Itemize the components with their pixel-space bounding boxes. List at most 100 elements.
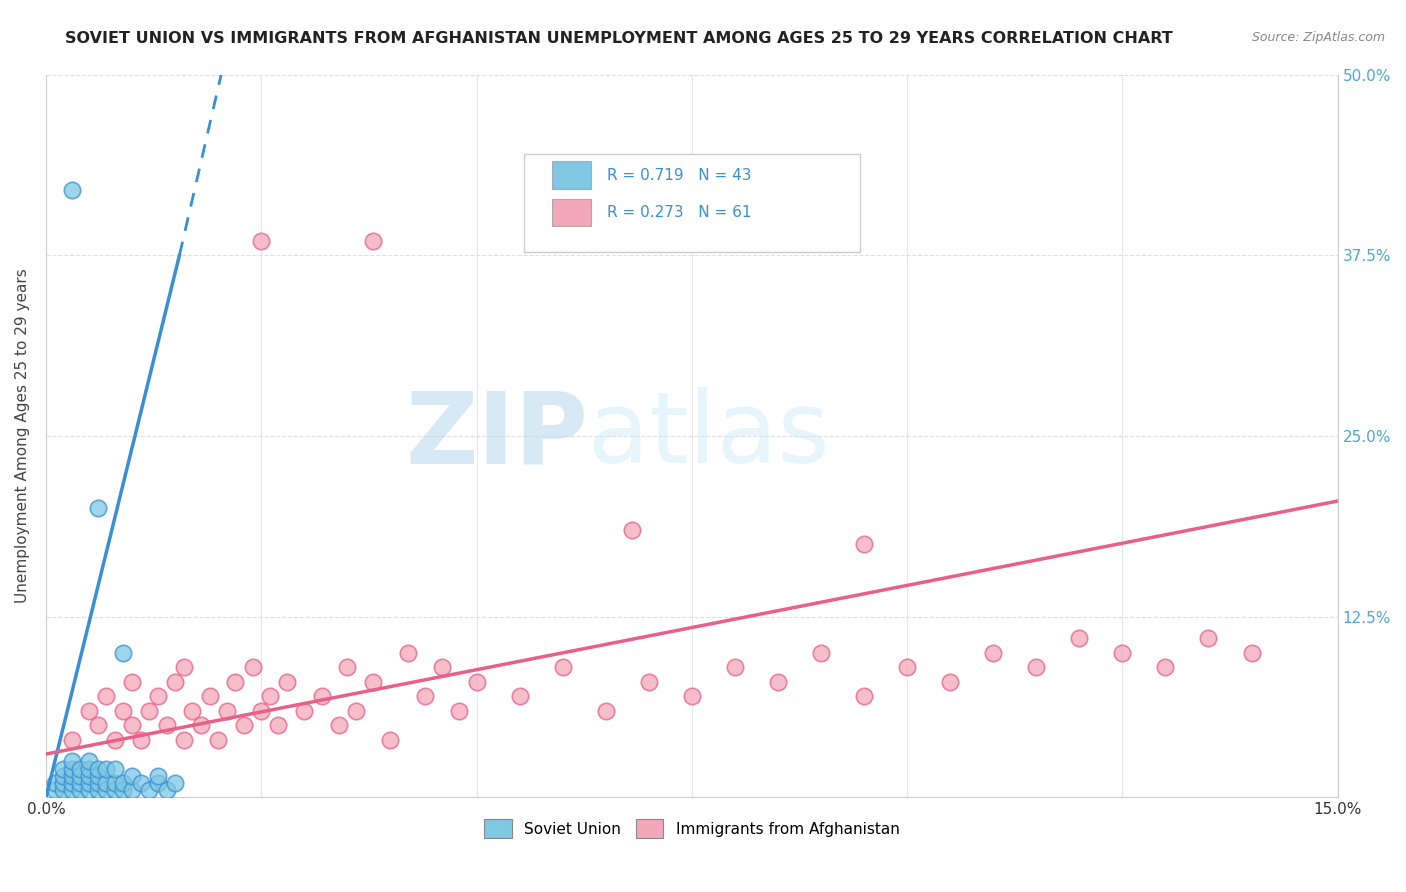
Point bbox=[146, 769, 169, 783]
Point bbox=[1198, 632, 1220, 646]
Point bbox=[173, 732, 195, 747]
Point bbox=[86, 769, 108, 783]
Point bbox=[724, 660, 747, 674]
Point bbox=[165, 674, 187, 689]
Point bbox=[77, 754, 100, 768]
Point bbox=[259, 690, 281, 704]
Text: ZIP: ZIP bbox=[405, 387, 589, 484]
Point bbox=[430, 660, 453, 674]
Point bbox=[250, 234, 273, 248]
Point bbox=[96, 783, 118, 797]
Point bbox=[104, 783, 127, 797]
Bar bbox=[553, 199, 591, 227]
Point bbox=[465, 674, 488, 689]
Point bbox=[121, 674, 143, 689]
Point bbox=[311, 690, 333, 704]
Point bbox=[44, 776, 66, 790]
Legend: Soviet Union, Immigrants from Afghanistan: Soviet Union, Immigrants from Afghanista… bbox=[478, 814, 905, 844]
Point bbox=[86, 783, 108, 797]
Point bbox=[52, 776, 75, 790]
Point bbox=[96, 762, 118, 776]
Point bbox=[112, 646, 135, 660]
Point bbox=[380, 732, 402, 747]
Point bbox=[1025, 660, 1047, 674]
Point bbox=[155, 783, 177, 797]
Point bbox=[810, 646, 832, 660]
Point bbox=[449, 704, 471, 718]
Point bbox=[361, 674, 384, 689]
Point bbox=[396, 646, 419, 660]
Point bbox=[77, 762, 100, 776]
Point bbox=[595, 704, 617, 718]
Point bbox=[1240, 646, 1263, 660]
Point bbox=[215, 704, 238, 718]
Point bbox=[361, 234, 384, 248]
Point bbox=[344, 704, 367, 718]
Point bbox=[981, 646, 1004, 660]
Point bbox=[60, 769, 83, 783]
Point bbox=[292, 704, 315, 718]
Point bbox=[896, 660, 918, 674]
Point bbox=[60, 783, 83, 797]
Point bbox=[112, 776, 135, 790]
Point bbox=[165, 776, 187, 790]
Point bbox=[112, 783, 135, 797]
Point bbox=[96, 690, 118, 704]
Point bbox=[104, 762, 127, 776]
Point bbox=[551, 660, 574, 674]
Point bbox=[52, 783, 75, 797]
Point bbox=[681, 690, 703, 704]
Point bbox=[250, 704, 273, 718]
Text: SOVIET UNION VS IMMIGRANTS FROM AFGHANISTAN UNEMPLOYMENT AMONG AGES 25 TO 29 YEA: SOVIET UNION VS IMMIGRANTS FROM AFGHANIS… bbox=[65, 31, 1173, 46]
Text: R = 0.719   N = 43: R = 0.719 N = 43 bbox=[606, 168, 751, 183]
Point bbox=[173, 660, 195, 674]
Point bbox=[104, 732, 127, 747]
Text: atlas: atlas bbox=[589, 387, 830, 484]
Point bbox=[60, 183, 83, 197]
Point bbox=[86, 718, 108, 732]
FancyBboxPatch shape bbox=[524, 154, 859, 252]
Point bbox=[190, 718, 212, 732]
Point bbox=[86, 501, 108, 516]
Point bbox=[207, 732, 229, 747]
Point bbox=[939, 674, 962, 689]
Point bbox=[1111, 646, 1133, 660]
Point bbox=[104, 776, 127, 790]
Point bbox=[112, 704, 135, 718]
Point bbox=[637, 674, 659, 689]
Point bbox=[276, 674, 298, 689]
Point bbox=[336, 660, 359, 674]
Y-axis label: Unemployment Among Ages 25 to 29 years: Unemployment Among Ages 25 to 29 years bbox=[15, 268, 30, 603]
Point bbox=[52, 769, 75, 783]
Point bbox=[60, 732, 83, 747]
Point bbox=[853, 690, 876, 704]
Point bbox=[233, 718, 256, 732]
Point bbox=[77, 769, 100, 783]
Point bbox=[766, 674, 789, 689]
Point bbox=[620, 523, 643, 537]
Point bbox=[69, 783, 91, 797]
Point bbox=[146, 776, 169, 790]
Point bbox=[86, 762, 108, 776]
Text: R = 0.273   N = 61: R = 0.273 N = 61 bbox=[606, 205, 751, 220]
Point bbox=[1154, 660, 1177, 674]
Point bbox=[86, 776, 108, 790]
Point bbox=[129, 732, 152, 747]
Point bbox=[146, 690, 169, 704]
Point bbox=[52, 762, 75, 776]
Bar bbox=[553, 161, 591, 189]
Point bbox=[198, 690, 221, 704]
Point bbox=[181, 704, 204, 718]
Point bbox=[129, 776, 152, 790]
Point bbox=[155, 718, 177, 732]
Point bbox=[69, 769, 91, 783]
Point bbox=[413, 690, 436, 704]
Point bbox=[44, 783, 66, 797]
Point bbox=[853, 537, 876, 551]
Point bbox=[77, 776, 100, 790]
Point bbox=[242, 660, 264, 674]
Point bbox=[224, 674, 246, 689]
Point bbox=[121, 769, 143, 783]
Point bbox=[121, 783, 143, 797]
Point bbox=[60, 762, 83, 776]
